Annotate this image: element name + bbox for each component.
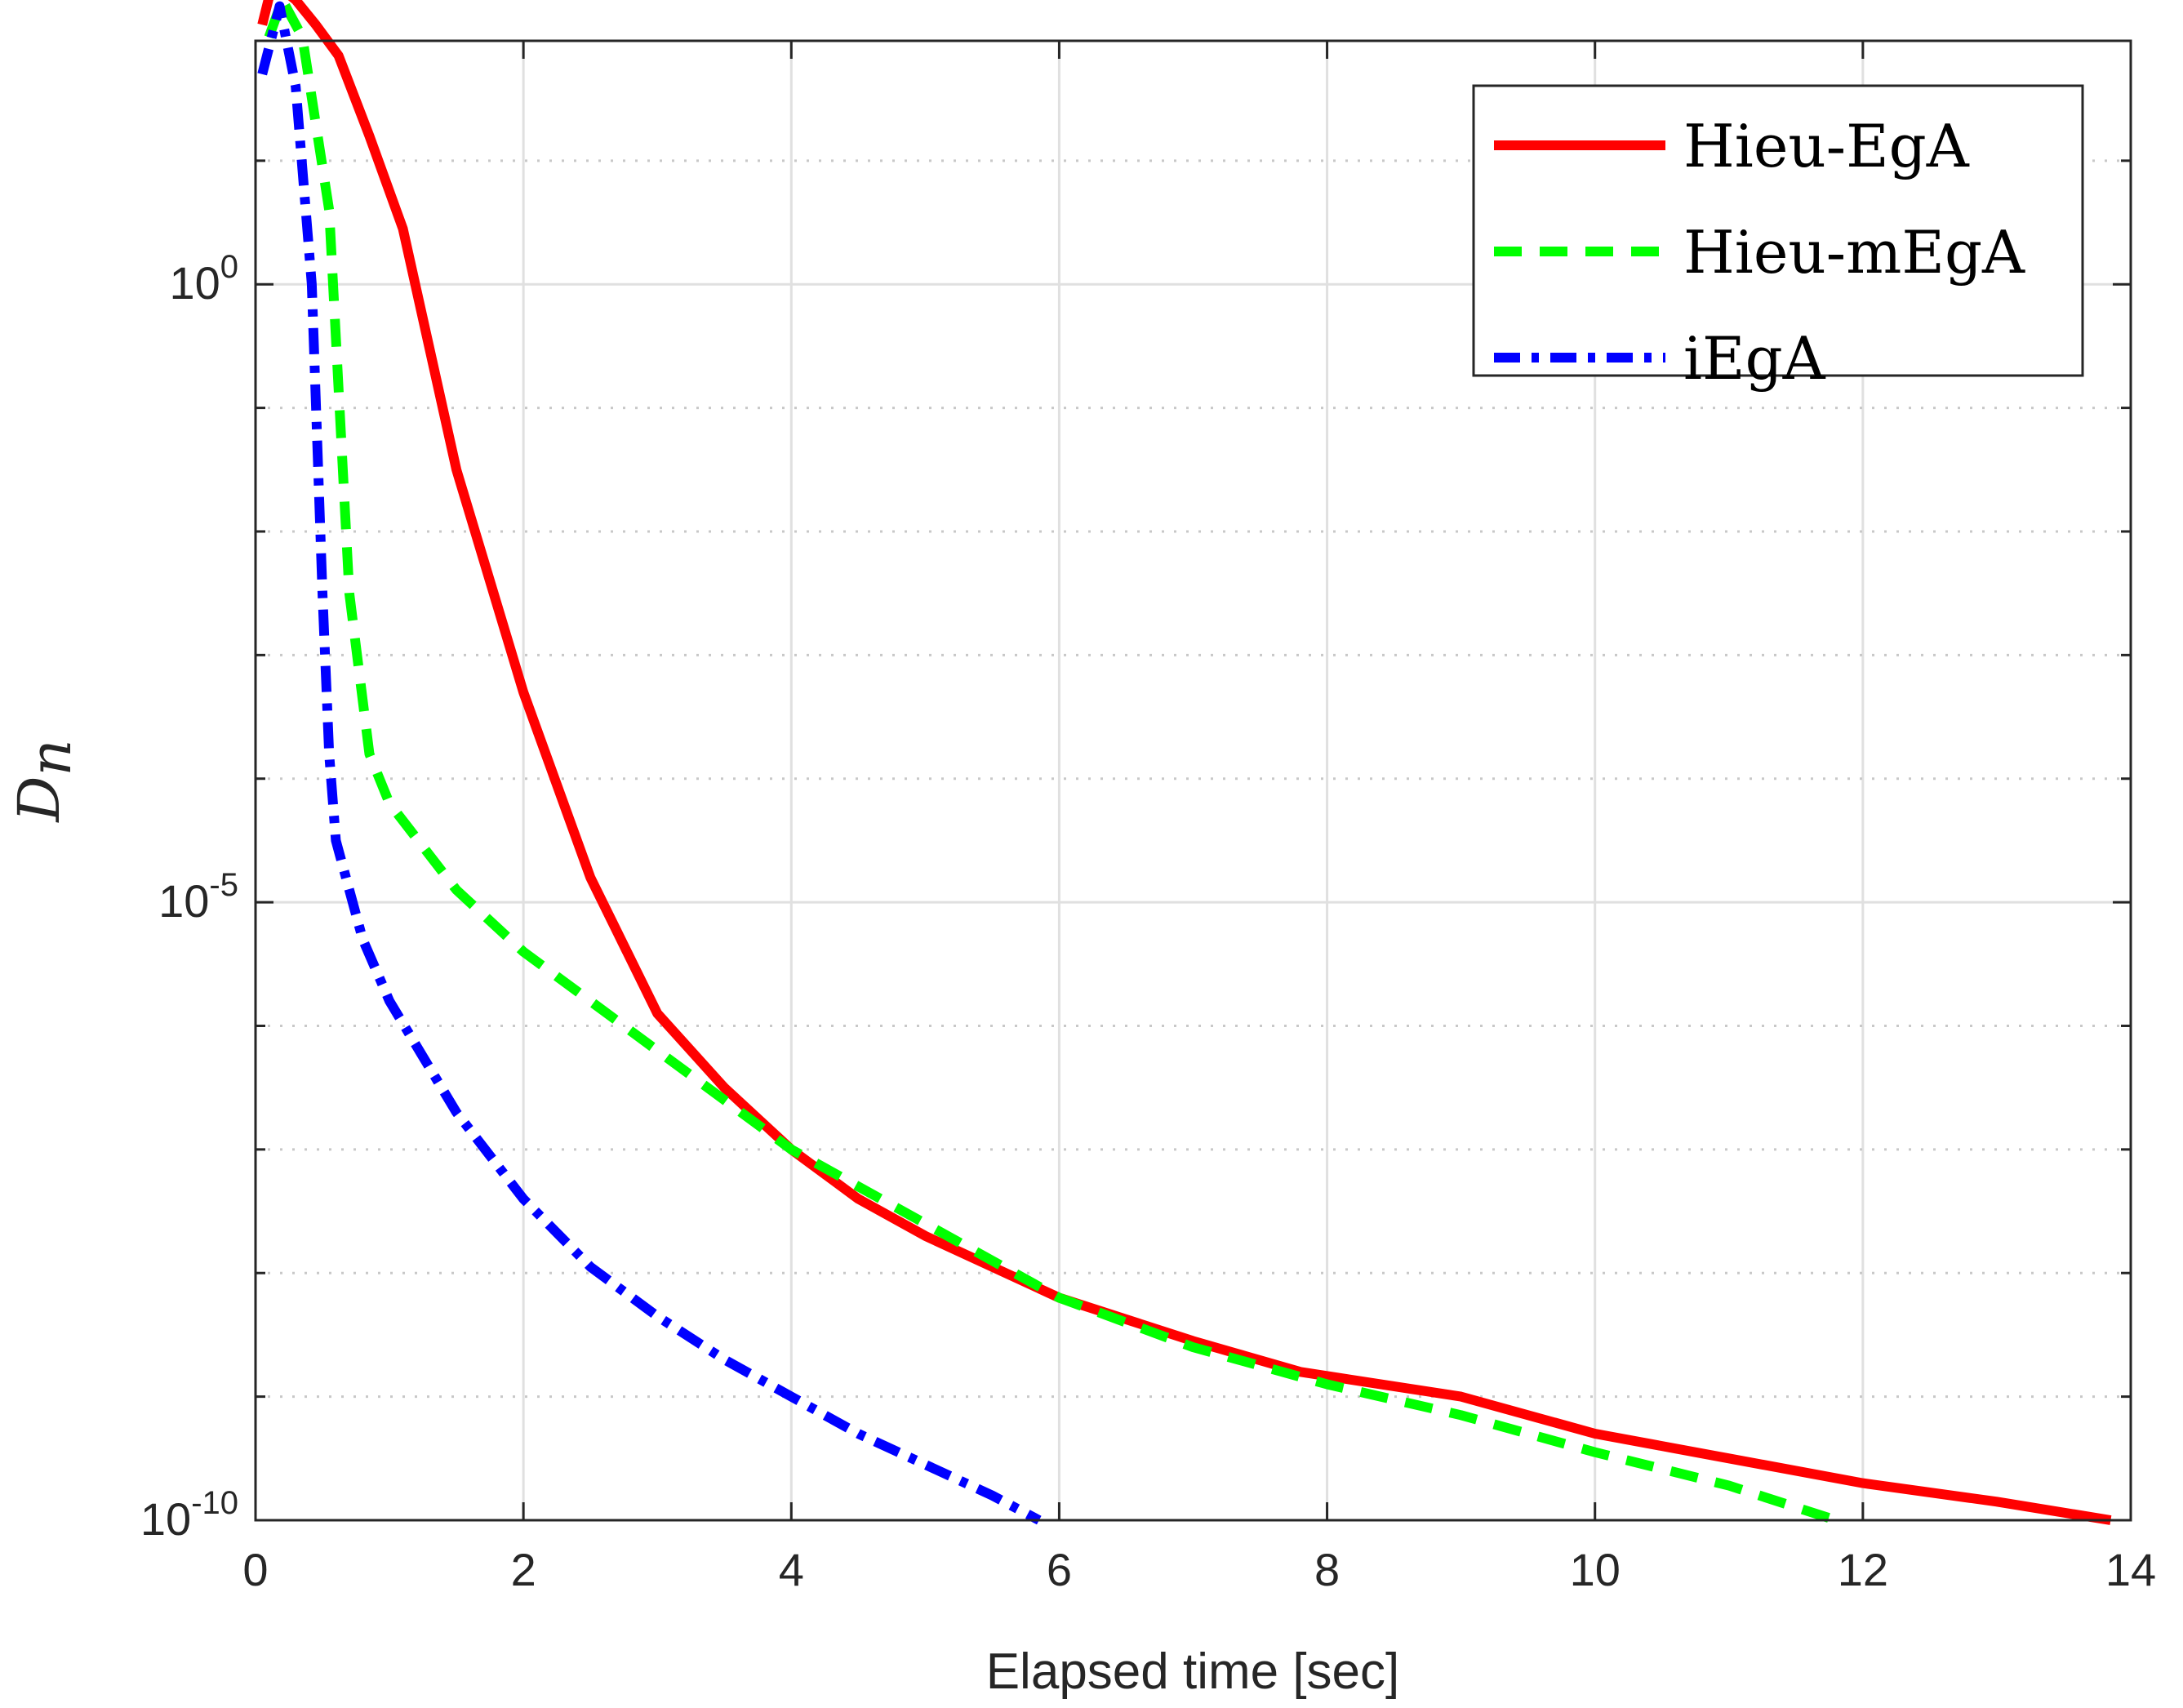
legend: Hieu-EgA Hieu-mEgA iEgA	[1472, 84, 2084, 393]
x-tick-label: 0	[242, 1544, 268, 1595]
legend-label-iega: iEgA	[1683, 324, 1826, 393]
x-tick-label: 12	[1838, 1544, 1888, 1595]
y-axis-title-base: D	[6, 776, 73, 823]
ticks	[254, 41, 2132, 1520]
y-tick-label-exponent: 0	[220, 249, 238, 285]
legend-box	[1472, 84, 2084, 377]
y-axis-title: Dn	[6, 739, 84, 823]
y-axis-title-subscript: n	[17, 739, 84, 776]
series-line-hieu-ega	[257, 0, 2112, 1525]
legend-items: Hieu-EgA Hieu-mEgA iEgA	[1494, 112, 2025, 393]
x-tick-label: 6	[1047, 1544, 1072, 1595]
x-tick-labels: 0 2 4 6 8 10 12 14	[242, 1544, 2156, 1595]
y-tick-label-base: 10	[158, 875, 209, 927]
x-tick-label: 4	[779, 1544, 804, 1595]
legend-label-hieu-mega: Hieu-mEgA	[1683, 218, 2025, 287]
y-tick-label: 100	[169, 249, 238, 309]
y-tick-label-exponent: -10	[191, 1485, 238, 1521]
y-tick-label-exponent: -5	[209, 867, 238, 903]
series-line-hieu-mega	[264, 0, 1838, 1525]
legend-label-hieu-ega: Hieu-EgA	[1683, 112, 1970, 180]
y-tick-label: 10-5	[158, 867, 238, 927]
plot-frame	[254, 39, 2132, 1522]
series-layer	[257, 0, 2112, 1525]
y-tick-label-base: 10	[169, 257, 220, 309]
x-tick-label: 2	[511, 1544, 536, 1595]
x-tick-label: 10	[1570, 1544, 1621, 1595]
y-tick-label-base: 10	[140, 1493, 191, 1545]
series-line-iega	[257, 1, 1042, 1525]
y-tick-label: 10-10	[140, 1485, 238, 1545]
x-axis-title: Elapsed time [sec]	[986, 1644, 1400, 1700]
x-tick-label: 14	[2105, 1544, 2156, 1595]
x-tick-label: 8	[1314, 1544, 1340, 1595]
